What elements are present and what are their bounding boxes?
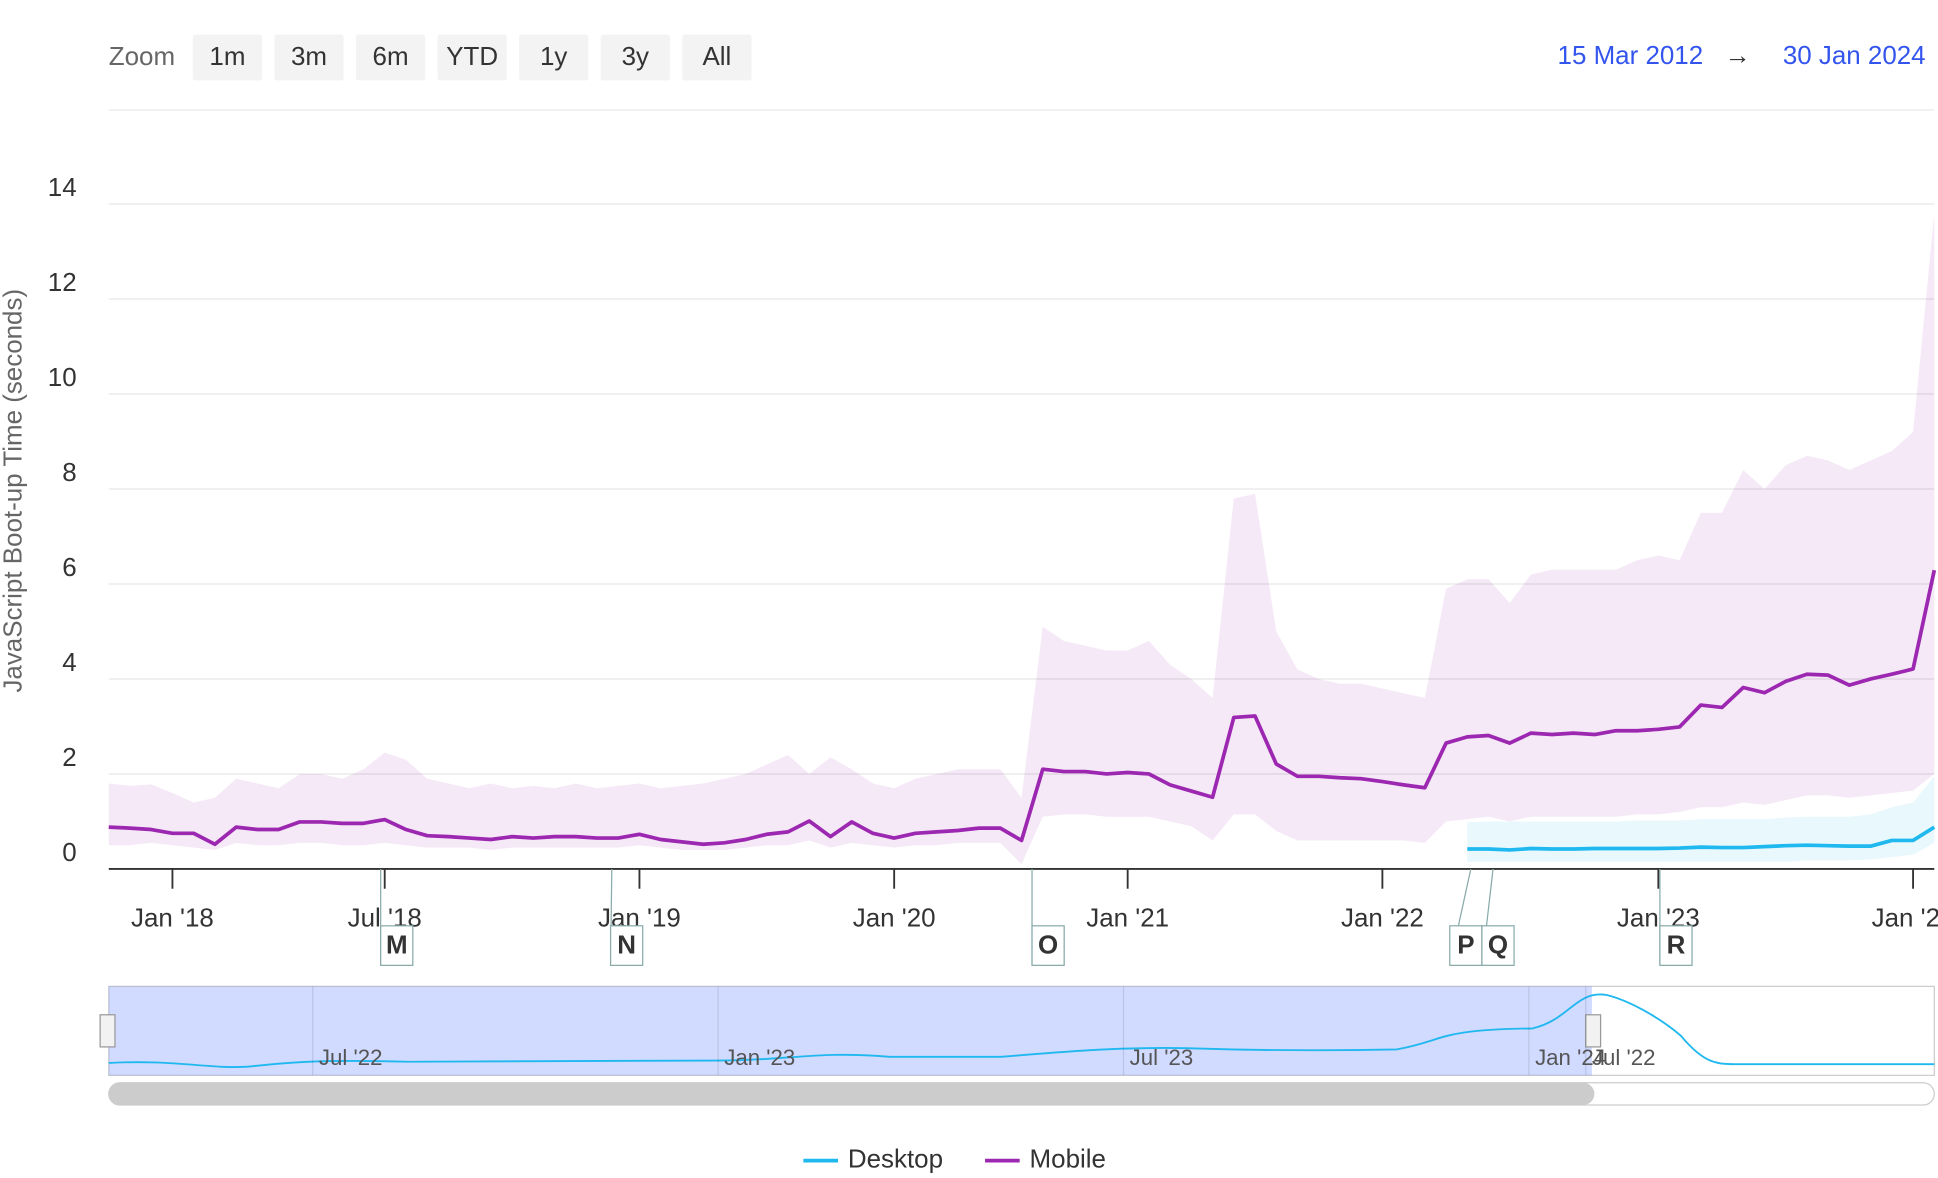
y-tick-label: 8: [62, 459, 76, 487]
navigator-label: Jan '24: [1535, 1045, 1606, 1070]
zoom-button-label[interactable]: YTD: [446, 43, 498, 71]
flag-label: R: [1667, 932, 1686, 960]
zoom-button[interactable]: [192, 34, 263, 81]
zoom-button-label[interactable]: 1m: [209, 43, 245, 71]
flag-label: P: [1457, 932, 1474, 960]
zoom-label: Zoom: [109, 43, 175, 71]
flag-box: [1659, 925, 1693, 966]
x-tick-label: Jan '21: [1086, 904, 1169, 932]
y-tick-label: 12: [48, 269, 77, 297]
y-tick-label: 4: [62, 649, 76, 677]
range-band: [108, 213, 1935, 865]
zoom-button-label[interactable]: 1y: [540, 43, 567, 71]
range-arrow: →: [1725, 42, 1751, 70]
navigator-handle[interactable]: [1585, 1014, 1602, 1048]
y-tick-label: 0: [62, 839, 76, 867]
navigator-handle[interactable]: [99, 1014, 116, 1048]
flag-label: O: [1038, 932, 1058, 960]
series-line: [108, 569, 1937, 847]
y-tick-label: 14: [48, 174, 77, 202]
zoom-button[interactable]: [274, 34, 344, 81]
flag-label: Q: [1488, 932, 1508, 960]
navigator-label: Jul '22: [1592, 1045, 1656, 1070]
zoom-button-label[interactable]: 3m: [291, 43, 327, 71]
legend-label: Mobile: [1030, 1145, 1106, 1173]
scrollbar-thumb[interactable]: [108, 1082, 1595, 1106]
toolbar: Zoom 1m 3m 6m YTD 1y 3y All 15 Mar 2012 …: [109, 34, 1926, 81]
range-from[interactable]: 15 Mar 2012: [1558, 42, 1704, 70]
x-tick-label: Jan '24: [1872, 904, 1938, 932]
navigator-line: [108, 993, 1935, 1069]
flag-box: [380, 925, 414, 966]
navigator-label: Jul '23: [1130, 1045, 1194, 1070]
zoom-button-label[interactable]: 3y: [622, 43, 649, 71]
flag-box: [609, 925, 644, 966]
navigator-label: Jan '23: [724, 1045, 795, 1070]
navigator-label: Jul '22: [319, 1045, 383, 1070]
y-tick-label: 2: [62, 744, 76, 772]
x-tick-label: Jan '22: [1341, 904, 1424, 932]
series-line: [1467, 825, 1936, 852]
zoom-button[interactable]: [682, 34, 752, 81]
zoom-button[interactable]: [600, 34, 670, 81]
range-band: [1467, 776, 1935, 862]
navigator-frame: [108, 985, 1935, 1076]
zoom-button[interactable]: [355, 34, 426, 81]
legend-label: Desktop: [848, 1145, 943, 1173]
flag-label: N: [617, 932, 636, 960]
flag-label: M: [386, 932, 408, 960]
y-tick-label: 10: [48, 364, 77, 392]
x-tick-label: Jan '18: [131, 904, 214, 932]
range-to[interactable]: 30 Jan 2024: [1783, 42, 1926, 70]
y-tick-label: 6: [62, 554, 76, 582]
flag-box: [1481, 925, 1515, 966]
flag-box: [1449, 925, 1483, 966]
zoom-button[interactable]: [519, 34, 589, 81]
x-tick-label: Jan '20: [853, 904, 936, 932]
zoom-button-label[interactable]: 6m: [373, 43, 409, 71]
zoom-button-label[interactable]: All: [702, 43, 731, 71]
flag-box: [1031, 925, 1065, 966]
y-axis-title: JavaScript Boot-up Time (seconds): [0, 289, 28, 693]
zoom-button[interactable]: [437, 34, 507, 81]
